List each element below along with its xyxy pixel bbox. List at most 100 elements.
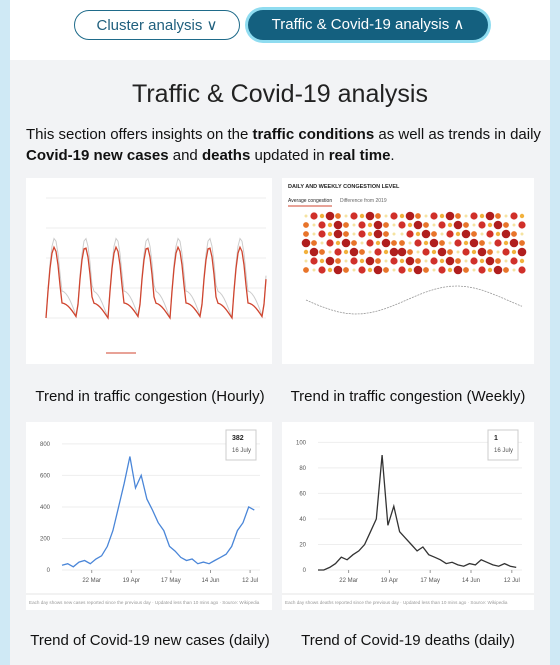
dot bbox=[454, 239, 462, 247]
dot bbox=[333, 220, 343, 230]
dot bbox=[399, 213, 405, 219]
dot bbox=[471, 249, 477, 255]
covid-cases-chart: 0 200 400 600 800 22 Mar 19 Apr 17 May 14 Jun 12 … bbox=[26, 422, 272, 610]
dot bbox=[496, 250, 500, 254]
dot bbox=[421, 229, 431, 239]
dot bbox=[341, 238, 351, 248]
x-tick-label: 19 Apr bbox=[123, 578, 140, 584]
dot bbox=[408, 241, 412, 245]
dot bbox=[448, 241, 452, 245]
text: as well as trends in daily bbox=[374, 126, 541, 143]
image-caption: Trend of Covid-19 deaths (daily) bbox=[301, 632, 515, 649]
dot bbox=[488, 241, 492, 245]
dot bbox=[368, 250, 372, 254]
x-tick-label: 17 May bbox=[161, 578, 181, 584]
x-tick-label: 22 Mar bbox=[339, 578, 358, 584]
dot bbox=[495, 231, 501, 237]
dot bbox=[453, 265, 463, 275]
dot bbox=[423, 222, 429, 228]
dot bbox=[455, 231, 461, 237]
dot bbox=[367, 222, 373, 228]
dot bbox=[439, 213, 445, 219]
tab-label: Cluster analysis bbox=[96, 17, 203, 34]
dot bbox=[398, 221, 406, 229]
dot bbox=[325, 211, 335, 221]
dot bbox=[352, 268, 356, 272]
dot bbox=[304, 259, 308, 263]
dot bbox=[503, 240, 509, 246]
dot bbox=[318, 221, 326, 229]
dot bbox=[311, 240, 317, 246]
dot bbox=[326, 239, 334, 247]
text: updated in bbox=[250, 147, 329, 164]
image-heading: DAILY AND WEEKLY CONGESTION LEVEL bbox=[288, 184, 400, 190]
dot bbox=[423, 240, 429, 246]
dot bbox=[463, 222, 469, 228]
dot bbox=[512, 223, 516, 227]
dot bbox=[350, 212, 358, 220]
dot bbox=[504, 259, 508, 263]
dot bbox=[423, 267, 429, 273]
y-tick-label: 80 bbox=[299, 466, 306, 472]
dot bbox=[359, 213, 365, 219]
dot bbox=[359, 249, 365, 255]
x-tick-label: 17 May bbox=[420, 578, 440, 584]
traffic-weekly-image: DAILY AND WEEKLY CONGESTION LEVEL Averag… bbox=[282, 178, 534, 364]
dot bbox=[438, 266, 446, 274]
dot bbox=[365, 211, 375, 221]
dot bbox=[501, 229, 511, 239]
dot bbox=[381, 238, 391, 248]
dot bbox=[390, 212, 398, 220]
dot bbox=[493, 265, 503, 275]
dot bbox=[445, 256, 455, 266]
footnote: Each day shows deaths reported since the… bbox=[285, 600, 508, 605]
bold-text: real time bbox=[328, 147, 391, 164]
dot bbox=[518, 266, 526, 274]
x-tick-label: 12 Jul bbox=[242, 578, 258, 584]
y-tick-label: 400 bbox=[40, 505, 51, 511]
dot bbox=[365, 256, 375, 266]
image-caption: Trend of Covid-19 new cases (daily) bbox=[30, 632, 270, 649]
dot bbox=[430, 257, 438, 265]
tab-button[interactable]: Traffic & Covid-19 analysis ∧ bbox=[248, 10, 488, 40]
dot bbox=[350, 257, 358, 265]
dot bbox=[383, 222, 389, 228]
dot bbox=[519, 213, 525, 219]
dot bbox=[407, 222, 413, 228]
bold-text: traffic conditions bbox=[252, 126, 375, 143]
dot bbox=[415, 231, 421, 237]
dot bbox=[464, 259, 468, 263]
dot bbox=[318, 266, 326, 274]
dot bbox=[392, 232, 396, 236]
dot bbox=[472, 268, 476, 272]
dot bbox=[319, 258, 325, 264]
dot bbox=[447, 267, 453, 273]
tab-button[interactable]: Cluster analysis ∨ bbox=[74, 10, 240, 40]
dot bbox=[335, 213, 341, 219]
y-tick-label: 800 bbox=[40, 442, 51, 448]
dot bbox=[319, 249, 325, 255]
dot bbox=[446, 230, 454, 238]
bold-text: Covid-19 new cases bbox=[26, 147, 169, 164]
dot bbox=[470, 257, 478, 265]
dot bbox=[438, 221, 446, 229]
dot bbox=[479, 258, 485, 264]
dot bbox=[495, 213, 501, 219]
dot bbox=[478, 221, 486, 229]
dot bbox=[384, 259, 388, 263]
dot bbox=[303, 267, 309, 273]
annotation-date: 16 July bbox=[494, 448, 513, 454]
dot bbox=[383, 231, 389, 237]
y-tick-label: 200 bbox=[40, 536, 51, 542]
dot bbox=[485, 211, 495, 221]
y-tick-label: 100 bbox=[296, 440, 307, 446]
section-panel: Traffic & Covid-19 analysis This section… bbox=[10, 60, 550, 665]
dot bbox=[373, 220, 383, 230]
dot bbox=[512, 268, 516, 272]
dot bbox=[511, 231, 517, 237]
dot bbox=[303, 231, 309, 237]
annotation-box bbox=[487, 429, 519, 461]
dot bbox=[472, 223, 476, 227]
dot bbox=[519, 240, 525, 246]
dot bbox=[304, 214, 308, 218]
